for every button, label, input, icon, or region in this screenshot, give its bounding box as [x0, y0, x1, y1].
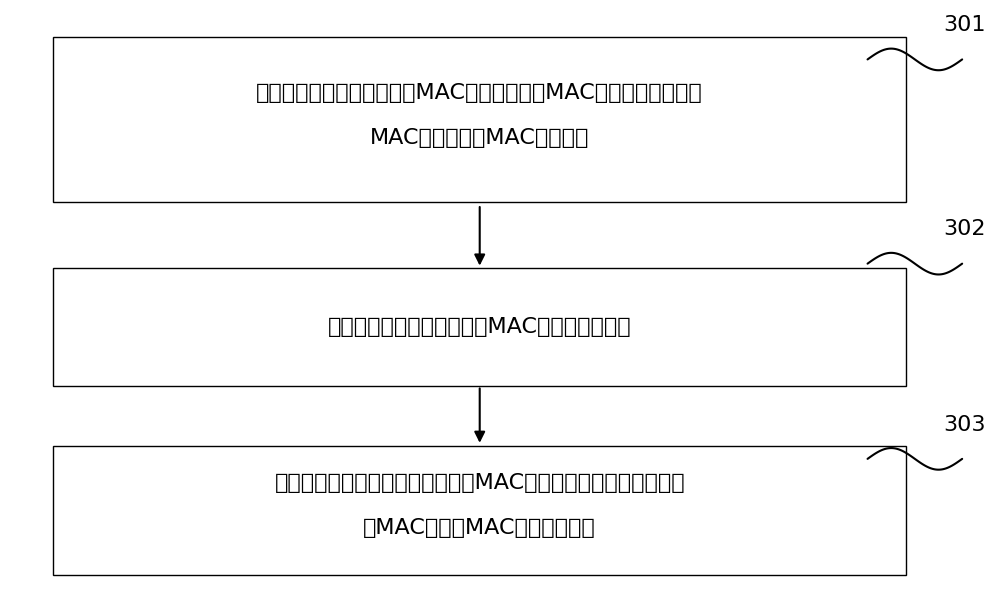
Text: 分布式交换机在确定自身的MAC芯片自动老化MAC地址后，重新将该: 分布式交换机在确定自身的MAC芯片自动老化MAC地址后，重新将该	[256, 83, 703, 103]
Bar	[53, 446, 906, 575]
Text: 该MAC地址从MAC地址表中删除: 该MAC地址从MAC地址表中删除	[363, 518, 596, 538]
Bar	[53, 37, 906, 202]
Text: 向主控设备发送请求删除该MAC地址的删除消息: 向主控设备发送请求删除该MAC地址的删除消息	[328, 317, 632, 337]
Text: 当接收到主控设备返回的确定将该MAC地址删除的确认消息时，将: 当接收到主控设备返回的确定将该MAC地址删除的确认消息时，将	[274, 473, 685, 493]
Text: 303: 303	[943, 415, 986, 435]
Text: 302: 302	[943, 219, 986, 239]
Text: MAC地址添加到MAC地址表中: MAC地址添加到MAC地址表中	[370, 128, 589, 148]
Bar	[53, 269, 906, 385]
Text: 301: 301	[943, 15, 986, 35]
